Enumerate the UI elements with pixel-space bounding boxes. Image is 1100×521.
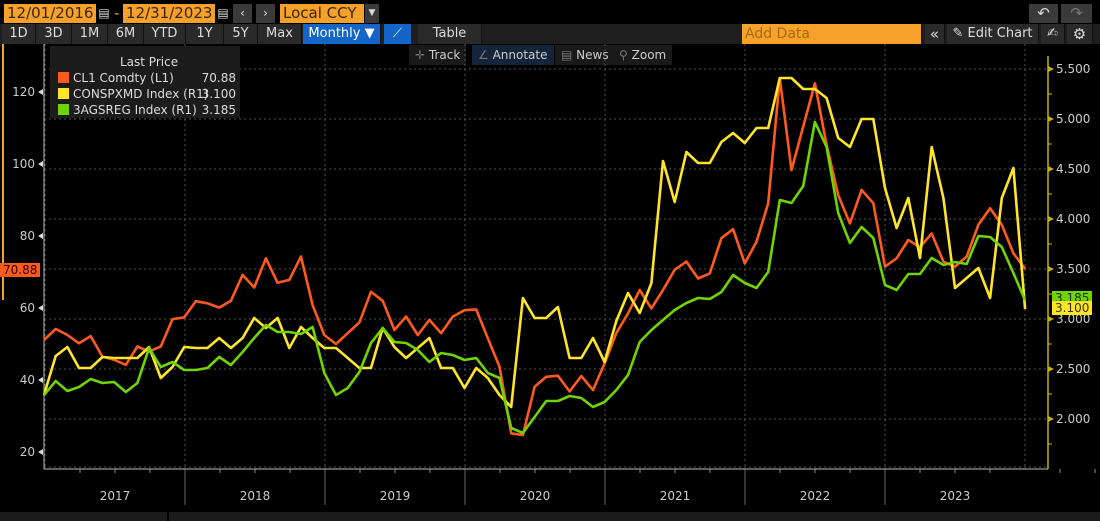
edit-chart-button[interactable]: ✎ Edit Chart — [947, 24, 1039, 44]
period-1m[interactable]: 1M — [72, 24, 108, 44]
annotate-label: Annotate — [492, 48, 548, 62]
status-bar-left — [0, 512, 167, 521]
left-tick-label: 80 — [20, 229, 35, 243]
legend-name: CL1 Comdty (L1) — [73, 71, 174, 85]
period-6m[interactable]: 6M — [108, 24, 144, 44]
left-tick — [38, 377, 43, 383]
right-tick — [1048, 166, 1054, 172]
period-max[interactable]: Max — [258, 24, 302, 44]
edit-layout-icon[interactable]: ✍ — [1041, 24, 1065, 44]
annotate-icon: ∠ — [478, 48, 489, 62]
legend-value: 70.88 — [201, 71, 236, 85]
x-tick-label: 2019 — [380, 489, 411, 503]
status-bar-right — [169, 512, 1100, 521]
right-tick — [1048, 116, 1054, 122]
series-line-cl1-comdty — [43, 77, 1027, 437]
right-tick-label: 5.500 — [1056, 62, 1090, 76]
undo-button[interactable]: ↶ — [1029, 4, 1058, 23]
period-ytd[interactable]: YTD — [144, 24, 186, 44]
legend: Last Price CL1 Comdty (L1) 70.88 CONSPXMD… — [50, 46, 240, 118]
x-tick-label: 2018 — [240, 489, 271, 503]
right-tick — [1048, 416, 1054, 422]
series-line-3agsreg-index — [43, 120, 1027, 435]
left-tick — [38, 305, 43, 311]
left-tick — [38, 161, 43, 167]
legend-name: 3AGSREG Index (R1) — [73, 103, 197, 117]
collapse-button[interactable]: « — [925, 24, 945, 44]
x-tick-label: 2023 — [940, 489, 971, 503]
period-3d[interactable]: 3D — [36, 24, 72, 44]
period-1d[interactable]: 1D — [2, 24, 36, 44]
gear-icon[interactable]: ⚙ — [1067, 24, 1093, 44]
zoom-icon: ⚲ — [619, 48, 628, 62]
frequency-dropdown[interactable]: Monthly ▼ — [303, 24, 381, 44]
right-tick-label: 2.000 — [1056, 412, 1090, 426]
right-tick — [1048, 66, 1054, 72]
right-tick-label: 2.500 — [1056, 362, 1090, 376]
left-tick — [38, 449, 43, 455]
left-tick-label: 100 — [12, 157, 35, 171]
calendar-icon[interactable]: ▤ — [217, 6, 229, 20]
period-1y[interactable]: 1Y — [186, 24, 224, 44]
zoom-button[interactable]: ⚲ Zoom — [613, 45, 673, 65]
right-tick — [1048, 366, 1054, 372]
table-button[interactable]: Table — [418, 24, 482, 44]
chevron-down-icon[interactable]: ▼ — [365, 4, 379, 23]
period-5y[interactable]: 5Y — [224, 24, 258, 44]
x-tick-label: 2021 — [660, 489, 691, 503]
track-label: Track — [428, 48, 461, 62]
right-tick — [1048, 216, 1054, 222]
x-tick-label: 2020 — [520, 489, 551, 503]
news-icon: ▤ — [561, 48, 573, 62]
end-date-field[interactable]: 12/31/2023 — [123, 4, 215, 23]
left-tick-label: 20 — [20, 445, 35, 459]
track-icon: ✛ — [415, 48, 426, 62]
last-price-tag-conspxmd: 3.100 — [1052, 301, 1093, 315]
start-date-field[interactable]: 12/01/2016 — [4, 4, 96, 23]
legend-item-conspxmd[interactable]: CONSPXMD Index (R1) 3.100 — [58, 86, 236, 102]
swatch — [58, 72, 69, 83]
x-tick-label: 2017 — [100, 489, 131, 503]
news-label: News — [576, 48, 609, 62]
left-tick-label: 120 — [12, 85, 35, 99]
calendar-icon[interactable]: ▤ — [98, 6, 110, 20]
left-tick-label: 40 — [20, 373, 35, 387]
series-line-conspxmd-index — [42, 76, 1027, 409]
left-tick-label: 60 — [20, 301, 35, 315]
redo-button[interactable]: ↷ — [1061, 4, 1092, 23]
swatch — [58, 88, 69, 99]
right-tick-label: 5.000 — [1056, 112, 1090, 126]
news-button[interactable]: ▤ News — [555, 45, 615, 65]
add-data-input[interactable]: Add Data — [742, 24, 922, 44]
date-separator: - — [114, 4, 120, 22]
edit-chart-label: Edit Chart — [967, 26, 1033, 41]
prev-period-button[interactable]: ‹ — [233, 4, 252, 23]
legend-value: 3.185 — [201, 103, 236, 117]
currency-select[interactable]: Local CCY — [280, 4, 364, 23]
legend-title: Last Price — [120, 55, 179, 69]
legend-value: 3.100 — [201, 87, 236, 101]
legend-item-cl1[interactable]: CL1 Comdty (L1) 70.88 — [58, 70, 236, 86]
right-tick-label: 4.000 — [1056, 212, 1090, 226]
zoom-label: Zoom — [631, 48, 667, 62]
right-tick-label: 4.500 — [1056, 162, 1090, 176]
swatch — [58, 104, 69, 115]
legend-item-3agsreg[interactable]: 3AGSREG Index (R1) 3.185 — [58, 102, 236, 118]
x-tick-label: 2022 — [800, 489, 831, 503]
pencil-icon: ✎ — [952, 26, 968, 41]
right-tick-label: 3.500 — [1056, 262, 1090, 276]
right-tick — [1048, 316, 1054, 322]
right-tick-label: 3.000 — [1056, 312, 1090, 326]
annotate-button[interactable]: ∠ Annotate — [472, 45, 554, 65]
left-tick — [38, 89, 43, 95]
line-chart-icon[interactable]: ⟋ — [384, 24, 412, 44]
left-tick — [38, 233, 43, 239]
legend-name: CONSPXMD Index (R1) — [73, 87, 209, 101]
last-price-tag-cl1: 70.88 — [0, 263, 41, 277]
right-tick — [1048, 266, 1054, 272]
track-button[interactable]: ✛ Track — [409, 45, 467, 65]
period-toolbar: 1D 3D 1M 6M YTD 1Y 5Y Max Monthly ▼ ⟋ Ta… — [0, 24, 1100, 44]
next-period-button[interactable]: › — [256, 4, 275, 23]
